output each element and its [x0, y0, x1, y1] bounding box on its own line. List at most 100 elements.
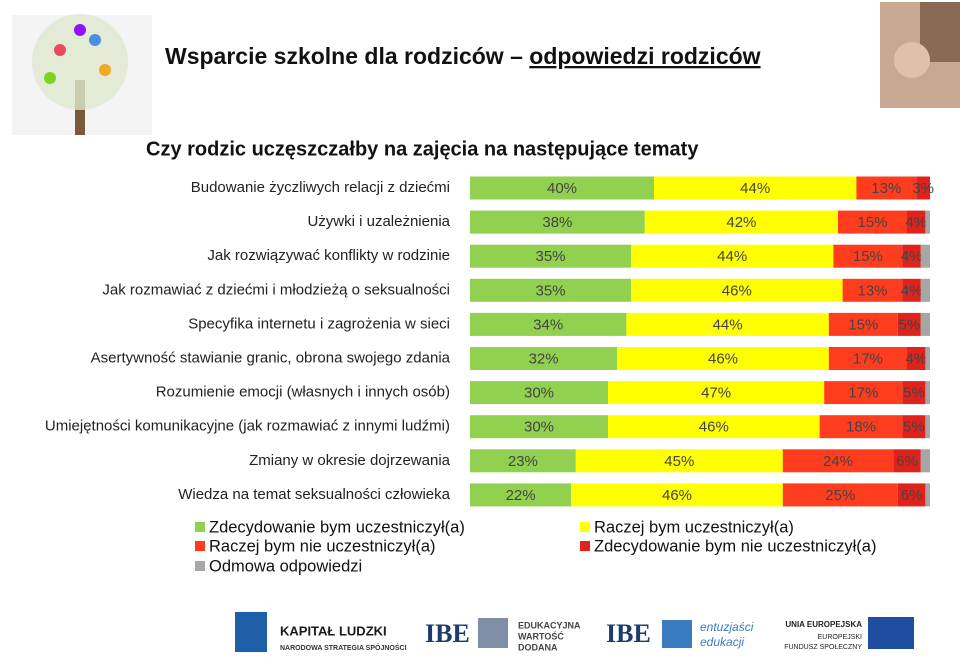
value-label: 6% — [896, 453, 918, 470]
value-label: 18% — [846, 419, 876, 436]
category-label: Używki i uzależnienia — [307, 213, 450, 230]
bar-segment — [828, 347, 907, 370]
value-label: 34% — [533, 316, 563, 333]
value-label: 32% — [529, 350, 559, 367]
legend-label: Zdecydowanie bym nie uczestniczył(a) — [594, 537, 876, 555]
bar-segment — [470, 347, 618, 370]
value-label: 44% — [713, 316, 743, 333]
bar-segment — [902, 278, 921, 302]
logo-text: FUNDUSZ SPOŁECZNY — [784, 644, 862, 651]
legend-swatch — [195, 541, 205, 551]
value-label: 4% — [905, 350, 927, 367]
bar-segment — [631, 244, 834, 268]
legend-swatch — [195, 522, 205, 532]
value-label: 23% — [508, 453, 538, 470]
value-label: 5% — [898, 316, 920, 333]
bar-segment — [925, 210, 930, 234]
bar-segment — [470, 278, 631, 302]
category-label: Jak rozwiązywać konflikty w rodzinie — [207, 247, 450, 264]
bar-segment — [833, 244, 903, 268]
category-label: Specyfika internetu i zagrożenia w sieci — [188, 315, 450, 332]
value-label: 5% — [903, 419, 925, 436]
value-label: 46% — [662, 487, 692, 504]
bar-segment — [608, 381, 825, 405]
value-label: 4% — [901, 248, 923, 265]
chart-title: Czy rodzic uczęszczałby na zajęcia na na… — [146, 138, 699, 160]
bar-segment — [925, 415, 930, 439]
logo-text: EUROPEJSKI — [818, 634, 862, 641]
bar-segment — [608, 415, 820, 439]
bar-segment — [925, 381, 930, 405]
bar-segment — [617, 347, 829, 370]
logo-text: NARODOWA STRATEGIA SPÓJNOŚCI — [280, 643, 407, 652]
value-label: 46% — [722, 282, 752, 299]
value-label: 47% — [701, 385, 731, 402]
bar-segment — [902, 244, 921, 268]
bar-segment — [654, 176, 857, 200]
bar-segment — [782, 483, 898, 507]
bar-segment — [819, 415, 903, 439]
value-label: 15% — [853, 248, 883, 265]
bar-segment — [907, 210, 926, 234]
logo-text: EDUKACYJNA — [518, 620, 581, 630]
bar-segment — [470, 415, 608, 439]
logo-text: IBE — [425, 619, 470, 648]
title-link: odpowiedzi rodziców — [529, 43, 760, 69]
bar-segment — [470, 483, 572, 507]
legend-label: Odmowa odpowiedzi — [209, 557, 362, 575]
legend-swatch — [580, 541, 590, 551]
bar-segment — [920, 278, 930, 302]
bar-segment — [902, 415, 926, 439]
bar-segment — [470, 176, 654, 200]
category-label: Budowanie życzliwych relacji z dziećmi — [191, 179, 450, 196]
value-label: 35% — [535, 248, 565, 265]
bar-segment — [856, 176, 917, 200]
bar-segment — [470, 244, 631, 268]
bar-segment — [644, 210, 838, 234]
bar-segment — [828, 312, 898, 336]
legend-swatch — [195, 561, 205, 571]
logo-text: IBE — [606, 619, 651, 648]
category-label: Zmiany w okresie dojrzewania — [249, 452, 451, 469]
value-label: 44% — [717, 248, 747, 265]
value-label: 15% — [848, 316, 878, 333]
slide-title: Wsparcie szkolne dla rodziców – odpowied… — [165, 43, 761, 69]
value-label: 3% — [912, 180, 934, 197]
footer: KAPITAŁ LUDZKI NARODOWA STRATEGIA SPÓJNO… — [235, 612, 914, 652]
logo-text: UNIA EUROPEJSKA — [785, 620, 862, 629]
bar-segment — [920, 449, 930, 473]
bar-segment — [571, 483, 783, 507]
value-label: 4% — [905, 214, 927, 231]
value-label: 13% — [857, 282, 887, 299]
value-label: 42% — [726, 214, 756, 231]
faces-image — [880, 2, 960, 108]
bar-segment — [842, 278, 903, 302]
value-label: 22% — [506, 487, 536, 504]
value-label: 5% — [903, 385, 925, 402]
bar-segment — [575, 449, 783, 473]
bar-segment — [470, 449, 576, 473]
legend-label: Raczej bym nie uczestniczył(a) — [209, 537, 436, 555]
bar-segment — [893, 449, 921, 473]
value-label: 13% — [871, 180, 901, 197]
value-label: 17% — [853, 350, 883, 367]
bar-segment — [925, 483, 930, 507]
bar-segment — [626, 312, 829, 336]
category-label: Jak rozmawiać z dziećmi i młodzieżą o se… — [102, 281, 450, 298]
legend-label: Raczej bym uczestniczył(a) — [594, 518, 794, 536]
value-label: 35% — [535, 282, 565, 299]
legend-swatch — [580, 522, 590, 532]
logo-text: KAPITAŁ LUDZKI — [280, 623, 387, 638]
bar-segment — [631, 278, 843, 302]
value-label: 46% — [699, 419, 729, 436]
value-label: 4% — [901, 282, 923, 299]
logo-text: DODANA — [518, 642, 558, 652]
bar-segment — [470, 312, 627, 336]
value-label: 30% — [524, 385, 554, 402]
value-label: 6% — [901, 487, 923, 504]
bar-segment — [925, 347, 930, 370]
bar-segment — [782, 449, 894, 473]
bar-segment — [470, 210, 645, 234]
value-label: 15% — [857, 214, 887, 231]
